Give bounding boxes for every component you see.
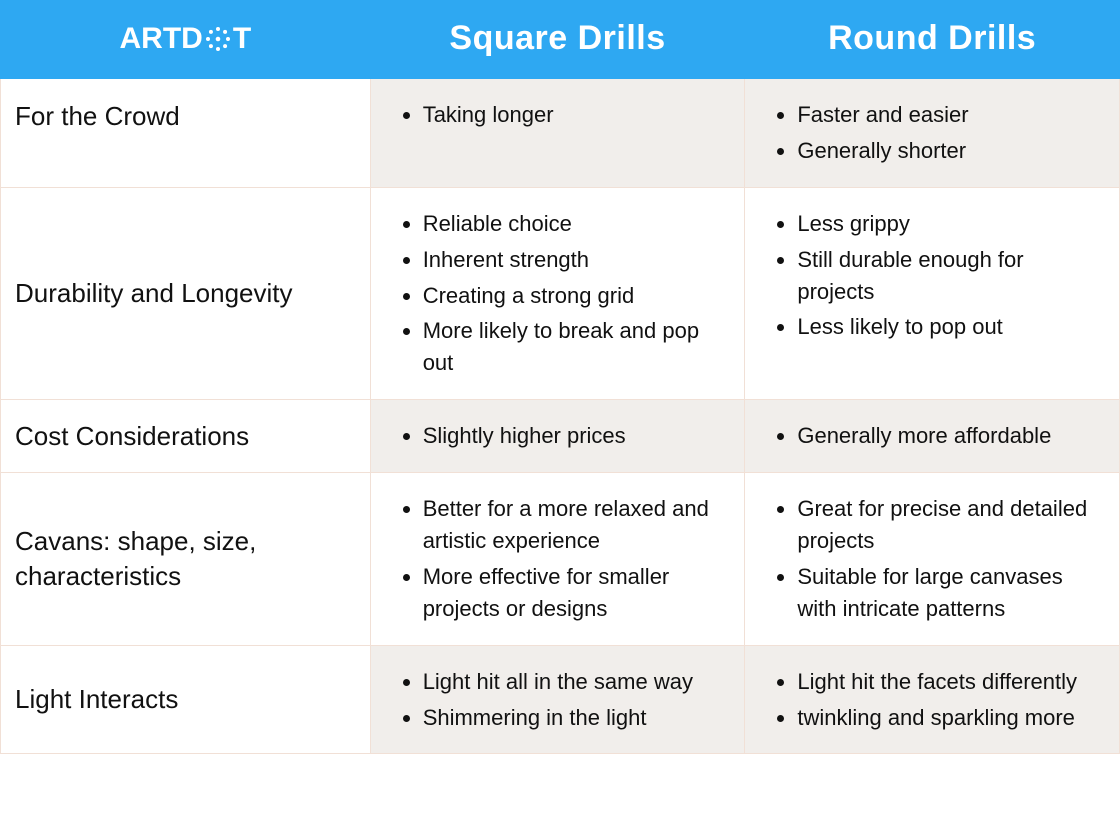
table-row: Light InteractsLight hit all in the same… <box>1 645 1120 754</box>
logo-text-before: ARTD <box>120 22 203 56</box>
bullet-item: Shimmering in the light <box>423 700 729 736</box>
bullet-list: Less grippyStill durable enough for proj… <box>755 206 1103 346</box>
bullet-item: Suitable for large canvases with intrica… <box>797 559 1103 627</box>
logo-cell: ARTD T <box>1 1 371 79</box>
cell-square: Better for a more relaxed and artistic e… <box>370 473 745 646</box>
table-row: Cost Considerations Slightly higher price… <box>1 400 1120 473</box>
bullet-list: Light hit the facets differentlytwinklin… <box>755 664 1103 736</box>
bullet-item: Faster and easier <box>797 97 1103 133</box>
cell-round: Light hit the facets differentlytwinklin… <box>745 645 1120 754</box>
table-row: Durability and LongevityReliable choiceI… <box>1 187 1120 399</box>
cell-square: Slightly higher prices <box>370 400 745 473</box>
bullet-list: Faster and easierGenerally shorter <box>755 97 1103 169</box>
bullet-list: Taking longer <box>381 97 729 133</box>
cell-square: Reliable choiceInherent strengthCreating… <box>370 187 745 399</box>
bullet-item: Great for precise and detailed projects <box>797 491 1103 559</box>
column-header-square: Square Drills <box>370 1 745 79</box>
bullet-item: Generally more affordable <box>797 418 1103 454</box>
bullet-item: Light hit the facets differently <box>797 664 1103 700</box>
row-label: For the Crowd <box>1 79 371 188</box>
row-label: Durability and Longevity <box>1 187 371 399</box>
table-row: Cavans: shape, size, characteristics Bett… <box>1 473 1120 646</box>
header-row: ARTD T <box>1 1 1120 79</box>
column-header-round: Round Drills <box>745 1 1120 79</box>
row-label: Cost Considerations <box>1 400 371 473</box>
dotted-circle-icon <box>205 26 231 52</box>
bullet-item: More likely to break and pop out <box>423 313 729 381</box>
table-row: For the Crowd Taking longer Faster and eas… <box>1 79 1120 188</box>
logo-text-after: T <box>233 22 251 56</box>
bullet-item: Slightly higher prices <box>423 418 729 454</box>
bullet-item: twinkling and sparkling more <box>797 700 1103 736</box>
bullet-list: Reliable choiceInherent strengthCreating… <box>381 206 729 381</box>
cell-square: Taking longer <box>370 79 745 188</box>
bullet-item: Light hit all in the same way <box>423 664 729 700</box>
brand-logo: ARTD T <box>11 22 360 56</box>
bullet-list: Generally more affordable <box>755 418 1103 454</box>
bullet-list: Slightly higher prices <box>381 418 729 454</box>
bullet-item: More effective for smaller projects or d… <box>423 559 729 627</box>
bullet-list: Better for a more relaxed and artistic e… <box>381 491 729 627</box>
bullet-item: Inherent strength <box>423 242 729 278</box>
bullet-item: Less grippy <box>797 206 1103 242</box>
row-label: Light Interacts <box>1 645 371 754</box>
cell-round: Faster and easierGenerally shorter <box>745 79 1120 188</box>
bullet-item: Creating a strong grid <box>423 278 729 314</box>
bullet-item: Generally shorter <box>797 133 1103 169</box>
bullet-list: Great for precise and detailed projectsS… <box>755 491 1103 627</box>
table-body: For the Crowd Taking longer Faster and eas… <box>1 79 1120 754</box>
row-label: Cavans: shape, size, characteristics <box>1 473 371 646</box>
bullet-item: Still durable enough for projects <box>797 242 1103 310</box>
bullet-item: Reliable choice <box>423 206 729 242</box>
bullet-list: Light hit all in the same wayShimmering … <box>381 664 729 736</box>
cell-round: Less grippyStill durable enough for proj… <box>745 187 1120 399</box>
cell-square: Light hit all in the same wayShimmering … <box>370 645 745 754</box>
comparison-table: ARTD T <box>0 0 1120 754</box>
bullet-item: Better for a more relaxed and artistic e… <box>423 491 729 559</box>
bullet-item: Less likely to pop out <box>797 309 1103 345</box>
cell-round: Generally more affordable <box>745 400 1120 473</box>
cell-round: Great for precise and detailed projectsS… <box>745 473 1120 646</box>
bullet-item: Taking longer <box>423 97 729 133</box>
